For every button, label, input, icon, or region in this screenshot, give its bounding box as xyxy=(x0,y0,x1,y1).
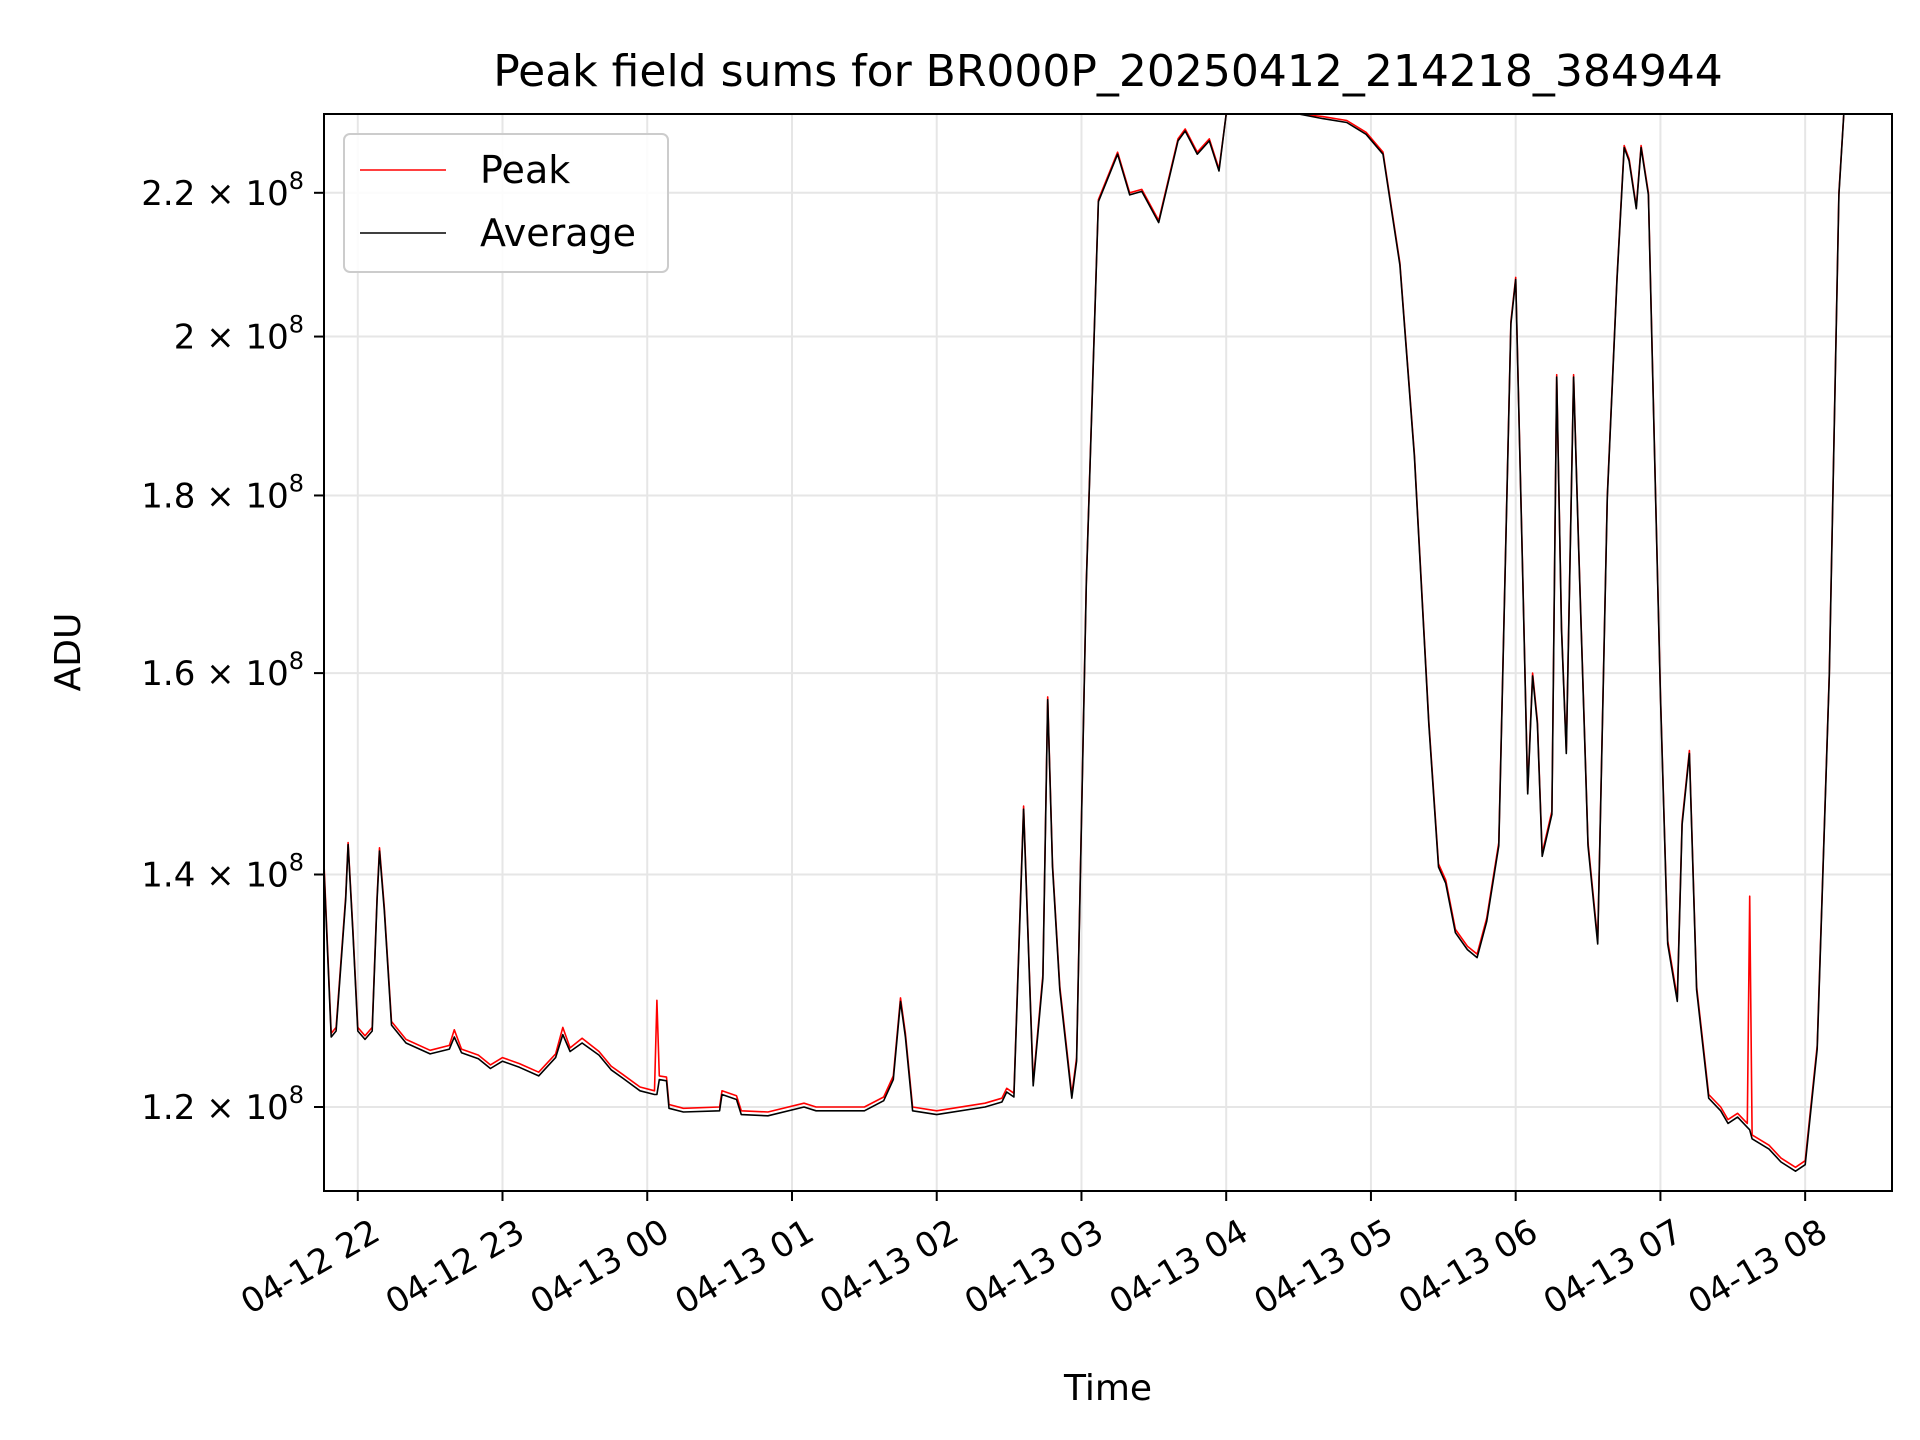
y-tick-label: 1.8 × 108 xyxy=(141,469,304,516)
y-tick-label: 1.4 × 108 xyxy=(141,849,304,896)
x-axis-label: Time xyxy=(1063,1368,1152,1409)
gridlines xyxy=(324,114,1892,1191)
legend: Peak Average xyxy=(343,133,669,273)
y-tick-label: 1.6 × 108 xyxy=(141,647,304,694)
legend-box xyxy=(343,133,669,273)
legend-label-peak: Peak xyxy=(480,148,570,192)
y-tick-label: 2.2 × 108 xyxy=(141,167,304,214)
plot-area xyxy=(324,114,1845,1172)
series-line-average xyxy=(324,114,1845,1172)
y-axis: 1.2 × 108 1.4 × 108 1.6 × 108 1.8 × 108 2 × … xyxy=(141,167,324,1128)
y-tick-label: 2 × 108 xyxy=(174,311,304,358)
y-axis-label: ADU xyxy=(48,613,89,692)
plot-frame xyxy=(323,113,1893,1192)
legend-label-average: Average xyxy=(480,211,636,255)
y-tick-label: 1.2 × 108 xyxy=(141,1081,304,1128)
chart-title: Peak field sums for BR000P_20250412_2142… xyxy=(493,46,1723,97)
